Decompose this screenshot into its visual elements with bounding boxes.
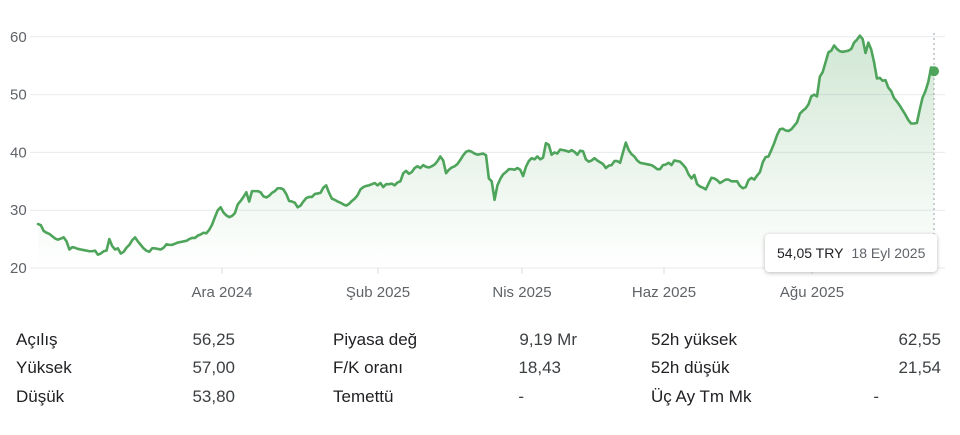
x-axis: Ara 2024 Şub 2025 Nis 2025 Haz 2025 Ağu 2025 bbox=[192, 268, 844, 301]
stat-pe-ratio: F/K oranı 18,43 bbox=[333, 354, 561, 382]
x-tick-label: Şub 2025 bbox=[346, 284, 410, 301]
stat-label: 52h düşük bbox=[651, 358, 730, 377]
stat-label: Üç Ay Tm Mk bbox=[651, 387, 752, 406]
tooltip-price: 54,05 TRY bbox=[777, 245, 844, 261]
stat-value: 21,54 bbox=[898, 358, 941, 377]
stat-52w-high: 52h yüksek 62,55 bbox=[651, 326, 941, 354]
stat-52w-low: 52h düşük 21,54 bbox=[651, 354, 941, 382]
stat-label: Açılış bbox=[16, 330, 58, 349]
y-tick-label: 20 bbox=[10, 260, 27, 277]
stat-value: 56,25 bbox=[192, 330, 235, 349]
price-line bbox=[36, 34, 936, 257]
stat-label: Temettü bbox=[333, 387, 394, 406]
stat-value: 18,43 bbox=[518, 358, 561, 377]
stat-value: - bbox=[518, 387, 524, 406]
stat-value: 57,00 bbox=[192, 358, 235, 377]
price-chart[interactable]: 20 30 40 50 60 Ara 2024 Şub 2025 Nis 2025 Haz 2… bbox=[0, 0, 960, 310]
stat-label: Piyasa değ bbox=[333, 330, 418, 349]
stat-label: 52h yüksek bbox=[651, 330, 737, 349]
x-tick-label: Haz 2025 bbox=[632, 284, 696, 301]
price-area bbox=[38, 35, 934, 268]
stat-market-cap: Piyasa değ 9,19 Mr bbox=[333, 326, 577, 354]
stat-value: 53,80 bbox=[192, 387, 235, 406]
stat-label: Yüksek bbox=[16, 358, 72, 377]
x-tick-label: Ara 2024 bbox=[192, 284, 253, 301]
y-tick-label: 40 bbox=[10, 144, 27, 161]
tooltip-date: 18 Eyl 2025 bbox=[851, 245, 926, 261]
stat-value: 62,55 bbox=[898, 330, 941, 349]
y-tick-label: 50 bbox=[10, 87, 27, 104]
stat-value: 9,19 Mr bbox=[519, 330, 577, 349]
x-tick-label: Nis 2025 bbox=[492, 284, 551, 301]
stat-label: F/K oranı bbox=[333, 358, 403, 377]
stat-open: Açılış 56,25 bbox=[16, 326, 235, 354]
stat-value: - bbox=[873, 387, 879, 406]
y-axis: 20 30 40 50 60 bbox=[10, 29, 27, 277]
cursor-dot bbox=[929, 66, 939, 77]
stat-label: Düşük bbox=[16, 387, 65, 406]
stat-high: Yüksek 57,00 bbox=[16, 354, 235, 382]
stat-avg-volume: Üç Ay Tm Mk - bbox=[651, 383, 879, 411]
x-tick-label: Ağu 2025 bbox=[780, 284, 844, 301]
y-tick-label: 60 bbox=[10, 29, 27, 46]
price-tooltip: 54,05 TRY 18 Eyl 2025 bbox=[765, 234, 938, 272]
stat-dividend: Temettü - bbox=[333, 383, 524, 411]
y-tick-label: 30 bbox=[10, 202, 27, 219]
stat-low: Düşük 53,80 bbox=[16, 383, 235, 411]
